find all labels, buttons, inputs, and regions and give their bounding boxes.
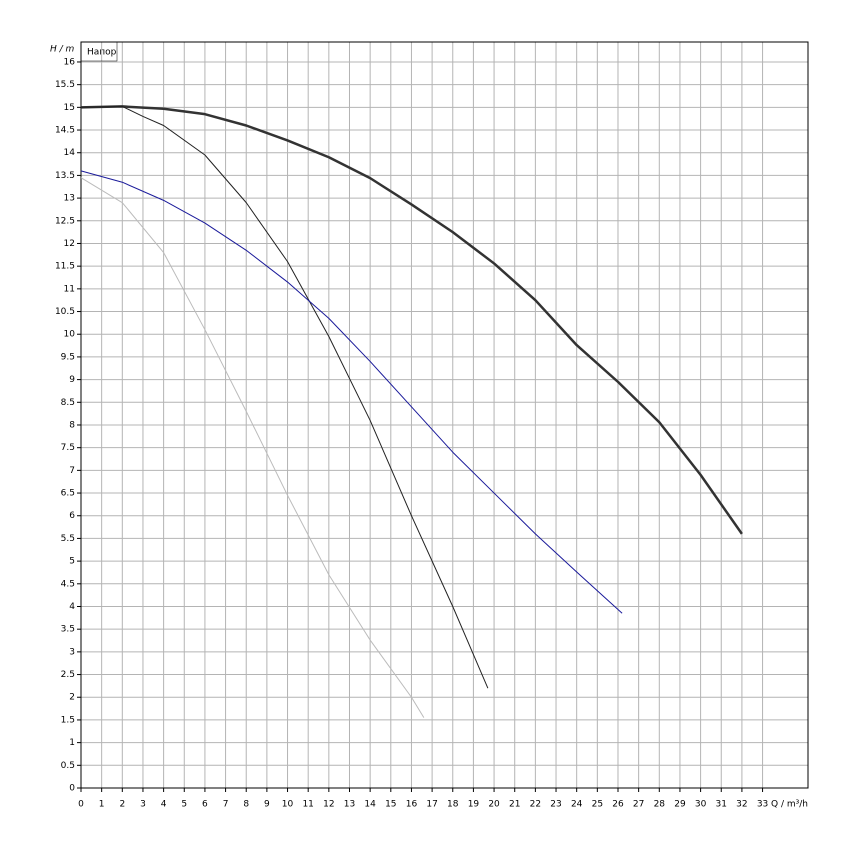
y-tick-label: 3 (69, 647, 75, 657)
y-tick-label: 15 (64, 103, 75, 113)
x-tick-label: 15 (385, 800, 396, 810)
x-tick-label: 1 (99, 800, 105, 810)
y-tick-label: 10 (64, 330, 76, 340)
y-tick-label: 14.5 (55, 126, 75, 136)
y-tick-label: 0 (69, 784, 75, 794)
y-tick-label: 3.5 (61, 625, 75, 635)
y-tick-label: 5.5 (61, 534, 75, 544)
y-tick-label: 4.5 (61, 579, 75, 589)
y-tick-label: 8.5 (61, 398, 75, 408)
pump-curve (80, 105, 743, 535)
x-tick-label: 7 (223, 800, 229, 810)
y-tick-label: 1.5 (61, 715, 75, 725)
pump-curve (80, 177, 425, 718)
x-tick-label: 11 (302, 800, 313, 810)
y-tick-label: 11.5 (55, 262, 75, 272)
y-tick-label: 9 (69, 375, 75, 385)
x-tick-label: 2 (119, 800, 125, 810)
y-tick-label: 8 (69, 420, 75, 430)
x-tick-label: 22 (530, 800, 541, 810)
y-tick-label: 7.5 (61, 443, 75, 453)
x-tick-label: 5 (181, 800, 187, 810)
y-axis-label: H / m (50, 45, 75, 55)
x-tick-label: 29 (674, 800, 686, 810)
y-tick-label: 6.5 (61, 489, 75, 499)
x-tick-label: 30 (695, 800, 707, 810)
y-tick-label: 12.5 (55, 216, 75, 226)
x-tick-label: 13 (344, 800, 355, 810)
x-axis-label: Q / m³/h (771, 800, 808, 810)
y-tick-label: 14 (64, 148, 76, 158)
y-tick-label: 7 (69, 466, 75, 476)
x-tick-label: 6 (202, 800, 208, 810)
x-tick-label: 26 (612, 800, 624, 810)
x-tick-label: 12 (323, 800, 334, 810)
x-tick-label: 31 (716, 800, 727, 810)
y-tick-label: 2 (69, 693, 75, 703)
y-tick-label: 16 (64, 57, 76, 67)
x-tick-label: 21 (509, 800, 520, 810)
x-tick-label: 20 (488, 800, 500, 810)
x-tick-label: 9 (264, 800, 270, 810)
x-tick-label: 10 (282, 800, 294, 810)
y-tick-label: 13.5 (55, 171, 75, 181)
y-tick-label: 10.5 (55, 307, 75, 317)
x-tick-label: 27 (633, 800, 644, 810)
y-tick-label: 1 (69, 738, 75, 748)
x-tick-label: 32 (736, 800, 747, 810)
x-tick-label: 28 (654, 800, 666, 810)
y-tick-label: 11 (64, 284, 75, 294)
y-tick-label: 6 (69, 511, 75, 521)
x-tick-label: 19 (468, 800, 480, 810)
x-tick-label: 0 (78, 800, 84, 810)
y-tick-label: 0.5 (61, 761, 75, 771)
x-tick-label: 4 (161, 800, 167, 810)
y-tick-label: 15.5 (55, 80, 75, 90)
x-tick-label: 8 (243, 800, 249, 810)
y-tick-label: 13 (64, 194, 75, 204)
plot-label-box (80, 41, 118, 62)
pump-curve (80, 170, 623, 614)
x-tick-label: 3 (140, 800, 146, 810)
x-tick-label: 16 (406, 800, 418, 810)
pump-curve (80, 105, 489, 689)
y-tick-label: 9.5 (61, 352, 75, 362)
x-tick-label: 33 (757, 800, 768, 810)
y-tick-label: 12 (64, 239, 75, 249)
y-tick-label: 4 (69, 602, 75, 612)
x-tick-label: 23 (550, 800, 561, 810)
x-tick-label: 14 (364, 800, 376, 810)
x-tick-label: 24 (571, 800, 583, 810)
x-tick-label: 17 (426, 800, 437, 810)
plot-frame (80, 41, 809, 789)
x-tick-label: 25 (592, 800, 603, 810)
x-tick-label: 18 (447, 800, 459, 810)
y-tick-label: 5 (69, 557, 75, 567)
y-tick-label: 2.5 (61, 670, 75, 680)
